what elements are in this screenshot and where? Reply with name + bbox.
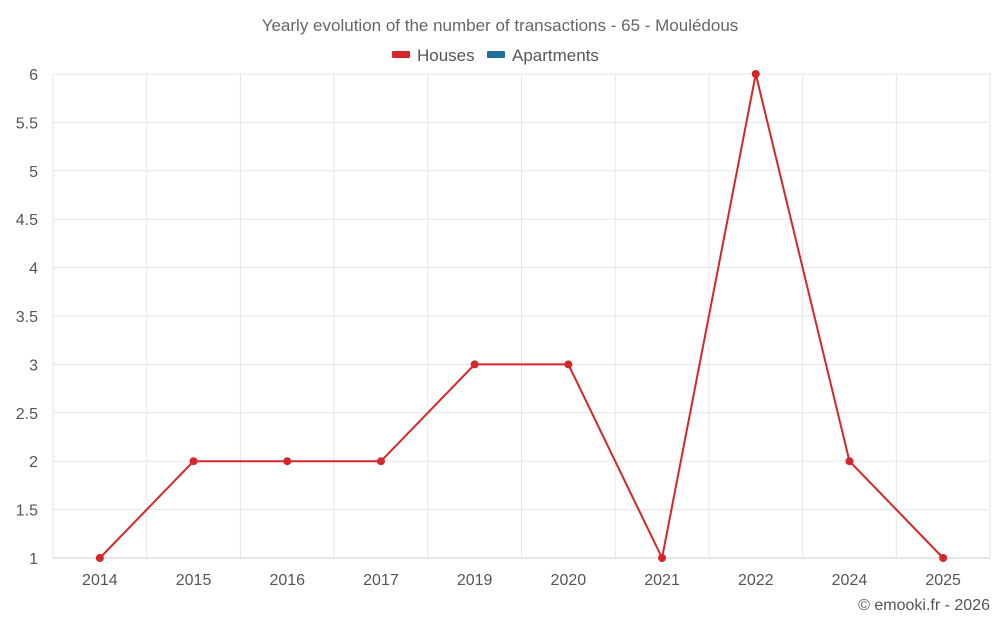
x-tick-label: 2021 bbox=[644, 572, 680, 589]
x-tick-label: 2015 bbox=[176, 572, 212, 589]
data-point-houses[interactable] bbox=[751, 70, 760, 78]
x-tick-label: 2020 bbox=[551, 572, 587, 589]
legend-swatch-apartments bbox=[487, 51, 505, 58]
x-axis: 2014 2015 2016 2017 2019 2020 2021 2022 2024 2025 bbox=[53, 557, 990, 589]
series-line-houses bbox=[99, 73, 944, 559]
x-tick-label: 2016 bbox=[269, 572, 305, 589]
data-point-houses[interactable] bbox=[376, 457, 385, 466]
series bbox=[95, 70, 948, 562]
legend-item-apartments[interactable]: Apartments bbox=[487, 46, 599, 65]
y-axis: 1 1.5 2 2.5 3 3.5 4 4.5 5 5.5 6 bbox=[16, 67, 38, 568]
y-tick-label: 5 bbox=[29, 164, 38, 181]
y-tick-label: 4.5 bbox=[16, 212, 38, 229]
data-point-houses[interactable] bbox=[939, 554, 948, 562]
legend-swatch-houses bbox=[392, 51, 410, 58]
x-tick-label: 2022 bbox=[738, 572, 774, 589]
credit-text: © emooki.fr - 2026 bbox=[858, 597, 990, 614]
data-point-houses[interactable] bbox=[470, 360, 479, 369]
data-point-houses[interactable] bbox=[189, 457, 198, 466]
y-tick-label: 3 bbox=[29, 357, 38, 374]
y-tick-label: 6 bbox=[29, 67, 38, 84]
data-point-houses[interactable] bbox=[564, 360, 573, 369]
y-tick-label: 2 bbox=[29, 454, 38, 471]
y-tick-label: 2.5 bbox=[16, 406, 38, 423]
x-tick-label: 2019 bbox=[457, 572, 493, 589]
legend: Houses Apartments bbox=[392, 46, 599, 65]
data-point-houses[interactable] bbox=[95, 554, 104, 562]
data-point-houses[interactable] bbox=[283, 457, 292, 466]
legend-label-apartments: Apartments bbox=[512, 46, 599, 65]
x-tick-label: 2024 bbox=[832, 572, 868, 589]
y-tick-label: 1 bbox=[29, 551, 38, 568]
y-tick-label: 5.5 bbox=[16, 115, 38, 132]
x-tick-label: 2017 bbox=[363, 572, 399, 589]
y-tick-label: 1.5 bbox=[16, 503, 38, 520]
chart-title: Yearly evolution of the number of transa… bbox=[262, 16, 739, 35]
x-tick-label: 2025 bbox=[925, 572, 961, 589]
data-point-houses[interactable] bbox=[658, 554, 667, 562]
data-point-houses[interactable] bbox=[845, 457, 854, 466]
legend-label-houses: Houses bbox=[417, 46, 475, 65]
x-tick-label: 2014 bbox=[82, 572, 118, 589]
grid bbox=[52, 73, 991, 559]
legend-item-houses[interactable]: Houses bbox=[392, 46, 475, 65]
y-tick-label: 4 bbox=[29, 261, 38, 278]
y-tick-label: 3.5 bbox=[16, 309, 38, 326]
